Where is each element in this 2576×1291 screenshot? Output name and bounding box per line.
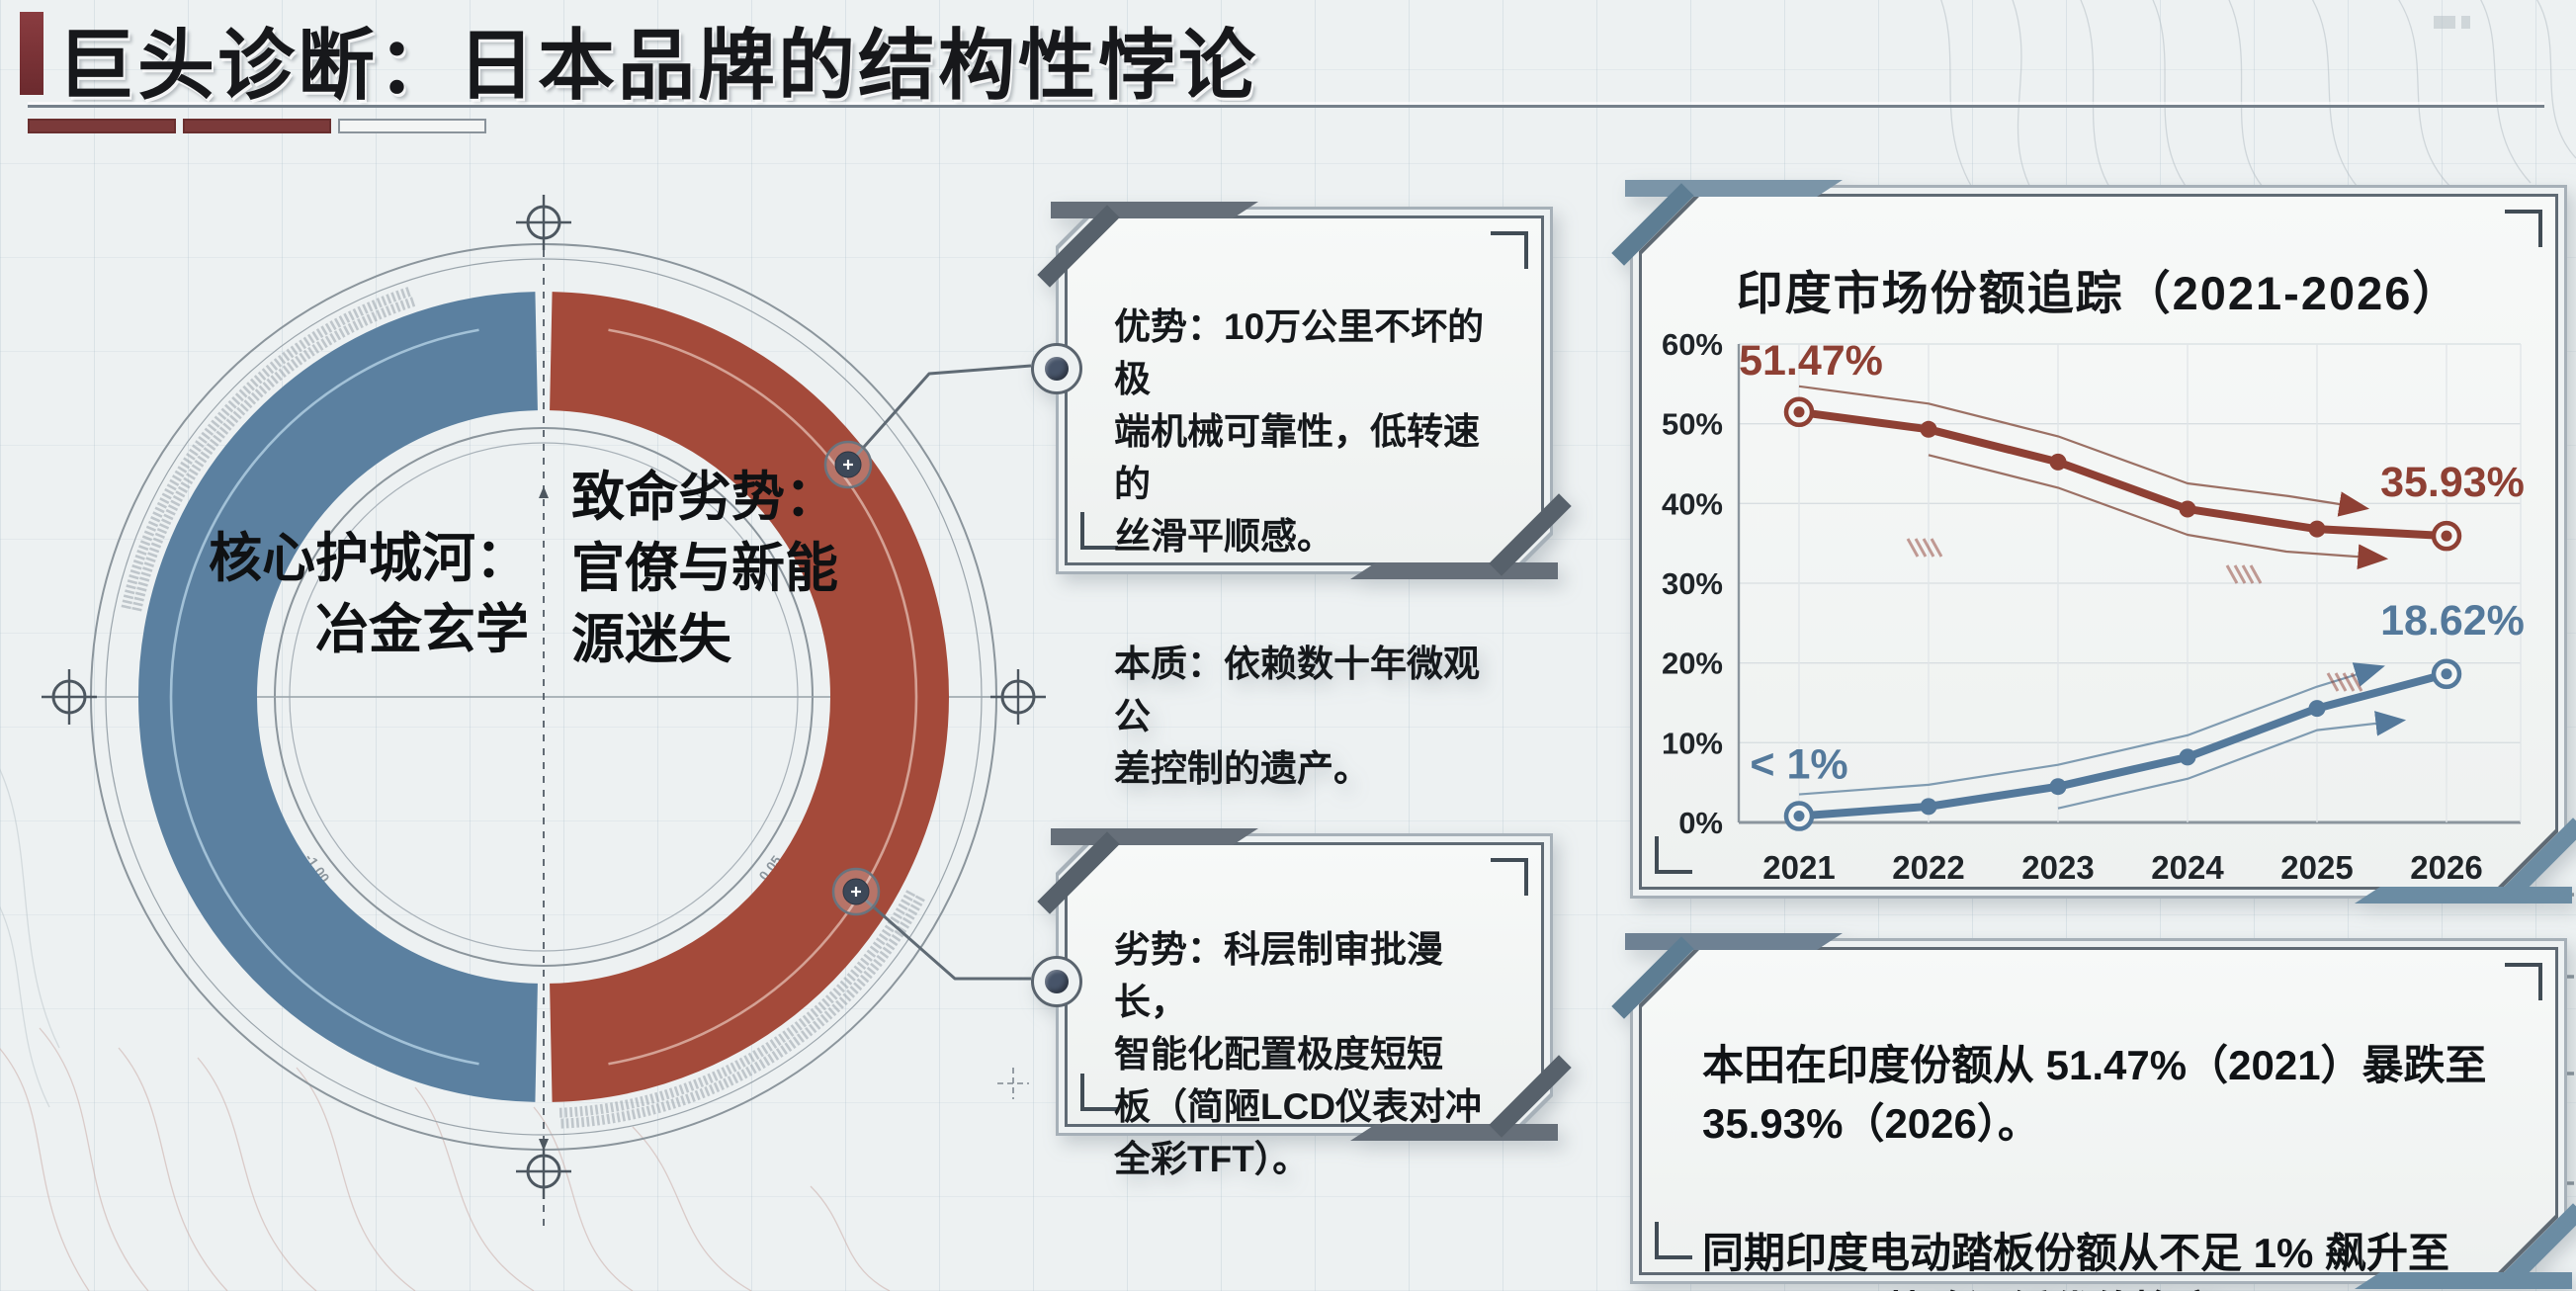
crosshair-icon <box>42 669 97 725</box>
checker-texture <box>558 890 916 1118</box>
y-tick-label: 50% <box>1662 407 1723 442</box>
connector-line <box>855 890 1031 981</box>
y-tick-label: 30% <box>1662 566 1723 601</box>
checker-texture <box>131 296 417 612</box>
ring-node-icon <box>823 440 873 489</box>
title-underline <box>28 105 2544 108</box>
x-tick-label: 2021 <box>1762 849 1835 886</box>
summary-paragraph-ev: 同期印度电动踏板份额从不足 1% 飙升至 18.62%。战略迟缓代价惨痛。 <box>1702 1230 2450 1291</box>
callout-disadvantage: 劣势：科层制审批漫长， 智能化配置极度短短 板（简陋LCD仪表对冲 全彩TFT）… <box>1031 842 1572 1179</box>
data-point <box>1920 420 1937 438</box>
y-tick-label: 10% <box>1662 726 1723 760</box>
series-start-label: 51.47% <box>1739 337 1883 385</box>
progress-segment <box>28 119 176 133</box>
advantage-paragraph: 优势：10万公里不坏的极 端机械可靠性，低转速的 丝滑平顺感。 <box>1114 305 1485 557</box>
donut-left-label: 核心护城河： 冶金玄学 <box>209 529 529 659</box>
disadvantage-text: 劣势：科层制审批漫长， 智能化配置极度短短 板（简陋LCD仪表对冲 全彩TFT）… <box>1114 872 1508 1238</box>
x-tick-label: 2022 <box>1892 849 1964 886</box>
corner-bracket-icon <box>1080 512 1118 550</box>
connector-line <box>846 364 1032 466</box>
corner-bracket-icon <box>1655 1222 1692 1259</box>
corner-bracket-icon <box>2505 210 2542 247</box>
checker-texture <box>558 895 925 1129</box>
corner-bracket-icon <box>1655 836 1692 874</box>
corner-bracket-icon <box>1491 858 1528 896</box>
y-tick-label: 60% <box>1662 327 1723 362</box>
chart-title: 印度市场份额追踪（2021-2026） <box>1736 267 2461 319</box>
corner-bracket-icon <box>1080 1074 1118 1111</box>
y-tick-label: 40% <box>1662 486 1723 521</box>
connector-node-icon <box>1031 343 1082 394</box>
data-point <box>2308 700 2326 718</box>
corner-tab-icon <box>1051 828 1258 845</box>
checker-texture <box>121 286 414 610</box>
progress-segment <box>183 119 331 133</box>
progress-segments <box>28 119 486 133</box>
data-point <box>1920 798 1937 816</box>
corner-bracket-icon <box>1491 231 1528 269</box>
x-tick-label: 2025 <box>2280 849 2353 886</box>
donut-red-half <box>549 292 949 1102</box>
plus-mark-icon <box>997 1068 1029 1099</box>
series-line <box>1795 669 2450 820</box>
corner-tab-icon <box>1051 202 1258 218</box>
data-point <box>2308 520 2326 538</box>
summary-text: 本田在印度份额从 51.47%（2021）暴跌至 35.93%（2026）。 同… <box>1702 979 2523 1291</box>
crosshair-icon <box>516 1144 571 1199</box>
data-point <box>2049 778 2067 796</box>
progress-segment <box>338 119 486 133</box>
series-line <box>1795 407 2450 541</box>
summary-box: 本田在印度份额从 51.47%（2021）暴跌至 35.93%（2026）。 同… <box>1611 947 2576 1291</box>
market-share-chart-panel: 印度市场份额追踪（2021-2026） 0% 10% 20% 30% 40% 50% 60%… <box>1611 194 2576 904</box>
crosshair-icon <box>516 195 571 250</box>
title-accent-bar <box>20 12 43 95</box>
y-tick-label: 20% <box>1662 646 1723 681</box>
x-tick-label: 2024 <box>2151 849 2224 886</box>
connector-node-icon <box>1031 956 1082 1007</box>
trend-echo-arrow <box>1798 662 2385 796</box>
disadvantage-paragraph: 劣势：科层制审批漫长， 智能化配置极度短短 板（简陋LCD仪表对冲 全彩TFT）… <box>1114 928 1483 1179</box>
series-start-label: < 1% <box>1750 741 1847 789</box>
trend-echo-arrow <box>1928 454 2389 569</box>
corner-bracket-icon <box>2505 963 2542 1000</box>
data-point <box>2179 748 2196 766</box>
x-tick-label: 2026 <box>2410 849 2482 886</box>
corner-tab-icon <box>1625 933 1843 950</box>
callout-advantage: 优势：10万公里不坏的极 端机械可靠性，低转速的 丝滑平顺感。 本质：依赖数十年… <box>1031 215 1572 789</box>
summary-paragraph-honda: 本田在印度份额从 51.47%（2021）暴跌至 35.93%（2026）。 <box>1702 1041 2487 1147</box>
page-title: 巨头诊断：日本品牌的结构性悖论 <box>57 22 1259 109</box>
data-point <box>2179 500 2196 518</box>
ring-node-icon <box>831 867 881 916</box>
line-chart: 0% 10% 20% 30% 40% 50% 60% 2021 2022 2023 2024 2025… <box>1662 327 2525 886</box>
trend-echo-arrow <box>2057 711 2407 810</box>
y-tick-label: 0% <box>1678 806 1723 840</box>
advantage-text: 优势：10万公里不坏的极 端机械可靠性，低转速的 丝滑平顺感。 本质：依赖数十年… <box>1114 249 1508 848</box>
essence-paragraph: 本质：依赖数十年微观公 差控制的遗产。 <box>1114 644 1480 790</box>
x-tick-label: 2023 <box>2021 849 2094 886</box>
series-end-label: 18.62% <box>2380 597 2525 645</box>
donut-blue-half <box>138 292 539 1102</box>
series-end-label: 35.93% <box>2380 459 2525 506</box>
data-point <box>2049 453 2067 471</box>
trend-echo-arrow <box>1798 385 2370 517</box>
crosshair-icon <box>990 669 1046 725</box>
donut-right-label: 致命劣势： 官僚与新能 源迷失 <box>571 468 838 669</box>
